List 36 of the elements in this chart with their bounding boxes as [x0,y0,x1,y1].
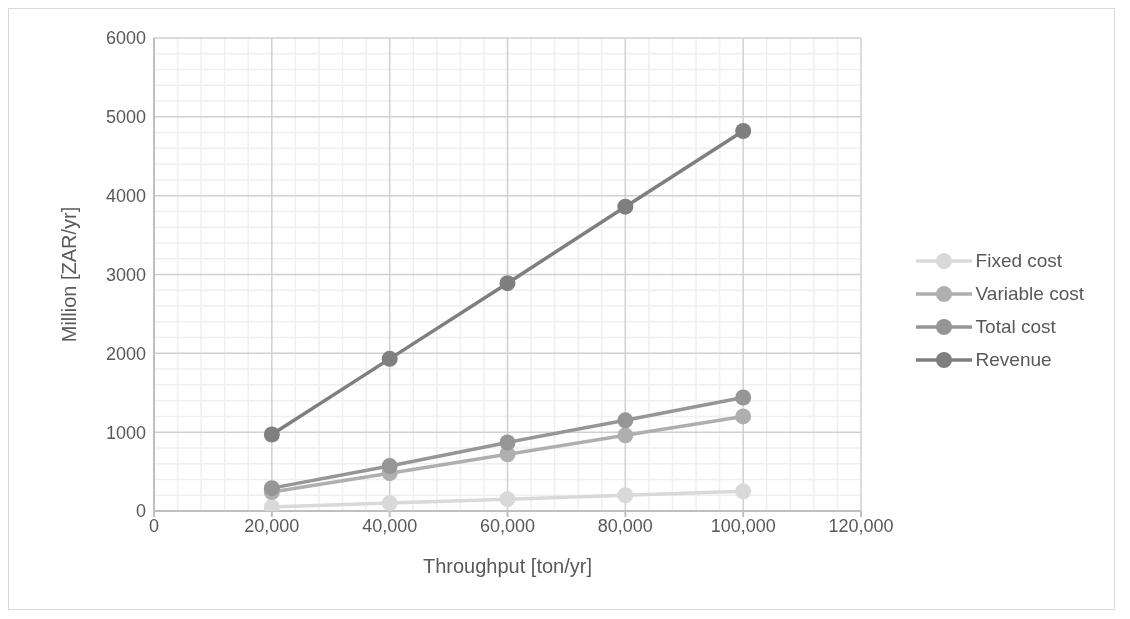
x-axis-title: Throughput [ton/yr] [423,555,592,577]
legend-label: Revenue [975,348,1052,371]
x-tick-label: 120,000 [828,515,894,536]
point [617,412,634,429]
y-tick-label: 0 [135,501,146,522]
legend-label: Variable cost [975,282,1084,305]
y-tick-label: 2000 [105,343,146,364]
y-tick-label: 6000 [105,28,146,49]
x-tick-label: 0 [148,515,160,536]
x-tick-label: 40,000 [362,515,418,536]
point [617,487,634,504]
point [735,483,752,500]
y-tick-label: 5000 [105,107,146,128]
point [263,426,280,443]
point [499,434,516,451]
point [499,275,516,292]
legend-label: Fixed cost [975,249,1063,272]
point [617,427,634,444]
point [617,198,634,215]
point [735,123,752,140]
y-tick-label: 4000 [105,186,146,207]
y-tick-label: 3000 [105,264,146,285]
point [735,408,752,425]
point [381,350,398,367]
point [381,458,398,475]
legend-label: Total cost [975,315,1056,338]
x-tick-label: 100,000 [710,515,776,536]
x-tick-label: 60,000 [479,515,536,536]
point [263,480,280,497]
x-tick-label: 80,000 [597,515,653,536]
point [381,495,398,511]
point [499,491,516,508]
y-axis-title: Million [ZAR/yr] [58,206,81,343]
x-tick-label: 20,000 [244,515,300,536]
point [735,389,752,406]
y-tick-label: 1000 [105,422,146,443]
